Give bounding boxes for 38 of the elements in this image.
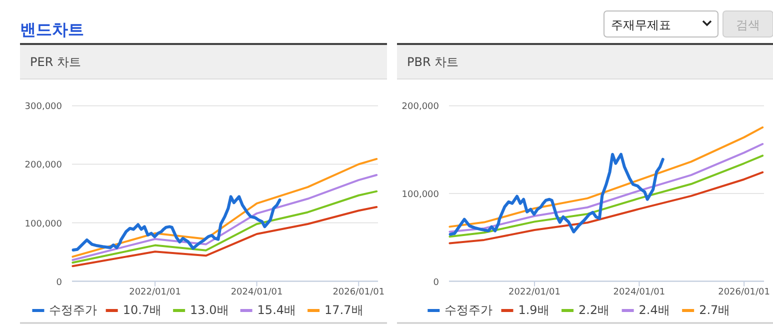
x-tick-label: 2024/01/01 — [230, 287, 283, 298]
line-series — [448, 154, 764, 238]
x-tick-label: 2026/01/01 — [332, 287, 385, 298]
y-tick-label: 200,000 — [24, 160, 62, 171]
x-tick-label: 2026/01/01 — [718, 287, 770, 298]
x-tick-label: 2024/01/01 — [613, 287, 666, 298]
x-tick-label: 2022/01/01 — [508, 287, 560, 298]
line-series — [72, 190, 378, 264]
chart-title: PER 차트 — [30, 55, 81, 69]
legend-label: 13.0배 — [190, 303, 229, 317]
legend-label: 수정주가 — [444, 303, 493, 317]
y-tick-label: 0 — [433, 278, 440, 288]
line-series — [72, 206, 378, 268]
text: 밴드차트 — [20, 20, 84, 39]
legend-label: 17.7배 — [324, 303, 364, 317]
text: 검색 — [736, 18, 760, 32]
chart-title: PBR 차트 — [407, 55, 459, 69]
legend-label: 1.9배 — [518, 303, 550, 317]
line-series — [72, 195, 282, 252]
legend-label: 수정주가 — [49, 303, 98, 317]
line-series — [448, 152, 664, 236]
x-tick-label: 2022/01/01 — [129, 287, 181, 298]
y-tick-label: 100,000 — [402, 190, 440, 200]
y-tick-label: 300,000 — [24, 102, 62, 112]
legend-label: 15.4배 — [257, 303, 296, 317]
line-series — [72, 174, 378, 261]
text: 주재무제표 — [611, 18, 671, 32]
y-tick-label: 200,000 — [402, 102, 440, 112]
line-series — [448, 142, 764, 233]
legend-label: 2.4배 — [638, 303, 670, 317]
legend-label: 2.2배 — [578, 303, 610, 317]
y-tick-label: 100,000 — [24, 219, 62, 230]
legend-label: 2.7배 — [699, 303, 730, 317]
line-series — [448, 171, 764, 244]
legend-label: 10.7배 — [122, 303, 162, 317]
line-series — [448, 126, 764, 228]
y-tick-label: 0 — [56, 278, 62, 288]
line-series — [72, 158, 378, 258]
